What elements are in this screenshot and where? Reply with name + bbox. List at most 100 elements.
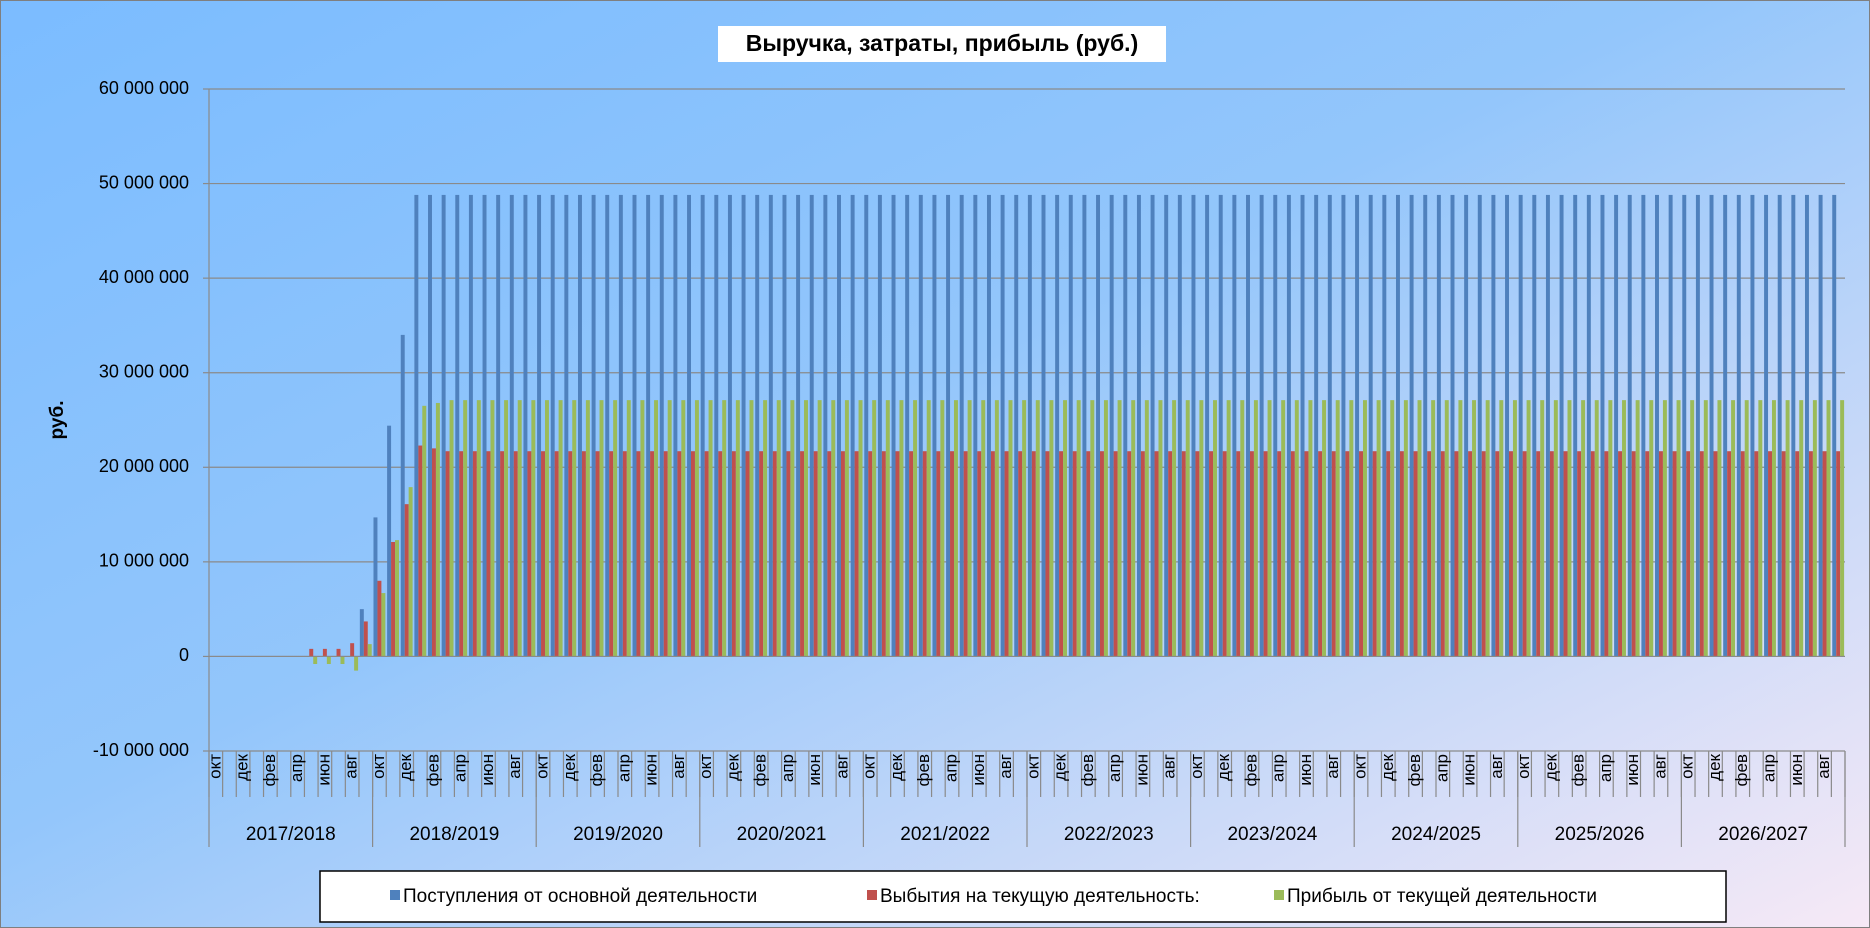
bar [1213,400,1217,657]
bar [1318,451,1323,657]
bar [336,648,341,657]
bar [517,400,522,657]
bar [1840,400,1845,657]
bar [1686,451,1691,657]
bar [1635,400,1640,657]
x-tick-label: авг [1814,754,1833,779]
y-tick-label: -10 000 000 [93,740,189,760]
bar [1253,400,1258,657]
x-tick-label: дек [1214,753,1233,780]
bar [1090,400,1095,657]
bar [650,451,655,657]
bar [1218,194,1223,657]
bar [1000,194,1005,657]
bar [1423,194,1428,657]
bar [1740,451,1745,657]
group-label: 2021/2022 [900,824,990,845]
bar [1359,451,1363,657]
bar [804,400,808,657]
bar [1123,194,1128,657]
bar [1417,400,1422,657]
bar [1286,194,1291,657]
bar [772,451,777,657]
bar [1335,400,1340,657]
bar [1573,194,1578,657]
bar [1195,451,1200,657]
bar [1018,451,1023,657]
bar [1804,194,1809,657]
bar [626,400,631,657]
bar [1532,194,1537,657]
bar [922,451,927,657]
bar [1505,194,1510,657]
bar [422,405,427,657]
x-tick-label: дек [560,753,579,780]
bar [1450,194,1455,657]
x-tick-label: июн [969,754,988,786]
bar [1273,194,1278,657]
x-tick-label: авг [342,754,361,779]
bar [1512,400,1517,657]
bar [309,648,314,657]
bar [445,451,450,657]
x-tick-label: фев [1405,754,1424,786]
x-tick-label: дек [1051,753,1070,780]
x-tick-label: окт [1678,754,1697,779]
bar [926,400,931,657]
bar [1713,451,1718,657]
x-tick-label: апр [1105,754,1124,782]
bar [1559,194,1564,657]
x-tick-label: июн [805,754,824,786]
bar [800,451,805,657]
bar [1059,451,1064,657]
legend-swatch [390,890,400,900]
legend-label: Поступления от основной деятельности [403,886,757,907]
bar [646,194,651,657]
bar [731,451,736,657]
bar [463,400,468,657]
bar [1041,194,1046,657]
bar [1403,400,1408,657]
bar [1658,451,1663,657]
bar [953,400,958,657]
bar [831,400,836,657]
bar [1314,194,1319,657]
bar [359,609,364,657]
bar [377,580,382,657]
bar [850,194,855,657]
bar [1563,451,1568,657]
x-tick-label: авг [832,754,851,779]
bar [786,451,791,657]
bar [354,656,359,671]
x-tick-label: окт [1023,754,1042,779]
bar [858,400,863,657]
bar [504,400,509,657]
bar [1662,400,1667,657]
bar [755,194,760,657]
x-tick-label: дек [723,753,742,780]
bar [455,194,460,657]
bar [1577,451,1582,657]
bar [872,400,877,657]
x-tick-label: фев [1732,754,1751,786]
bar [1368,194,1373,657]
bar [745,451,750,657]
bar [1771,400,1776,657]
bar [1376,400,1381,657]
x-tick-label: авг [1323,754,1342,779]
y-tick-label: 40 000 000 [99,267,189,287]
bar [595,451,600,657]
bar [1472,400,1477,657]
bar [558,400,563,657]
bar [796,194,801,657]
bar [1232,194,1237,657]
bar [708,400,713,657]
bar [322,648,327,657]
bar [622,451,627,657]
bar [1300,194,1305,657]
bar [1150,194,1155,657]
y-tick-label: 0 [179,645,189,665]
bar [994,400,999,657]
bar [918,194,923,657]
